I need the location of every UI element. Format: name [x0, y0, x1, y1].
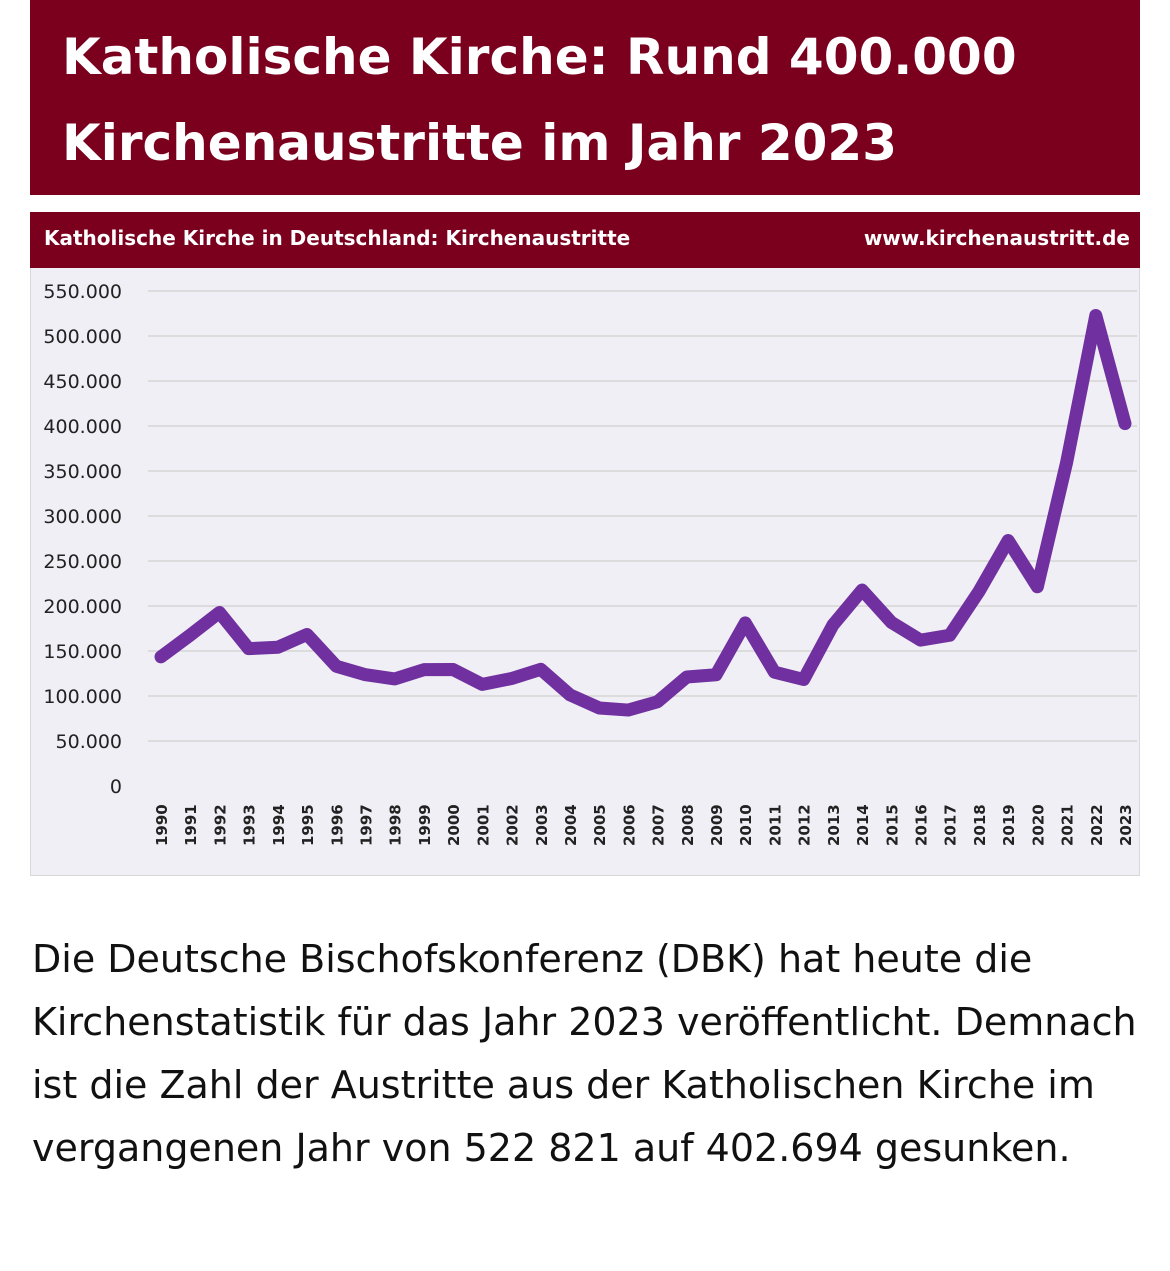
- x-tick-label: 1995: [299, 804, 317, 846]
- data-point-2011: [773, 671, 776, 674]
- x-tick-label: 2004: [562, 804, 580, 846]
- series-line-kirchenaustritte: [154, 308, 1132, 717]
- x-tick-label: 1999: [416, 804, 434, 846]
- article-text: Die Deutsche Bischofskonferenz (DBK) hat…: [32, 937, 1137, 1170]
- data-point-1990: [160, 655, 162, 658]
- data-point-2000: [452, 668, 455, 671]
- y-tick-label: 500.000: [43, 326, 122, 348]
- data-point-1998: [393, 677, 396, 680]
- x-tick-label: 2010: [737, 804, 755, 846]
- x-tick-label: 2014: [854, 804, 872, 846]
- y-tick-label: 0: [110, 776, 122, 798]
- y-tick-label: 400.000: [43, 416, 122, 438]
- y-tick-label: 350.000: [43, 461, 122, 483]
- x-tick-label: 1996: [328, 804, 346, 846]
- data-point-2004: [568, 693, 571, 696]
- data-point-2017: [948, 634, 951, 637]
- x-tick-label: 2021: [1059, 804, 1077, 846]
- y-tick-label: 100.000: [43, 686, 122, 708]
- x-tick-label: 2013: [825, 804, 843, 846]
- data-point-2012: [802, 678, 805, 681]
- data-point-2015: [890, 621, 893, 624]
- x-tick-label: 1994: [270, 804, 288, 846]
- y-tick-label: 550.000: [43, 281, 122, 303]
- data-point-1995: [306, 633, 309, 636]
- x-tick-label: 2022: [1088, 804, 1106, 846]
- x-tick-label: 2001: [474, 804, 492, 846]
- data-point-2010: [744, 621, 747, 624]
- y-tick-label: 450.000: [43, 371, 122, 393]
- x-tick-label: 2009: [708, 804, 726, 846]
- x-tick-label: 1998: [387, 804, 405, 846]
- x-tick-label: 2012: [796, 804, 814, 846]
- x-tick-label: 2016: [913, 804, 931, 846]
- x-tick-label: 2015: [883, 804, 901, 846]
- x-tick-label: 2018: [971, 804, 989, 846]
- x-tick-label: 2007: [650, 804, 668, 846]
- data-point-2005: [598, 706, 601, 709]
- data-point-1993: [247, 647, 250, 650]
- x-tick-label: 2008: [679, 804, 697, 846]
- x-tick-label: 2020: [1029, 804, 1047, 846]
- data-point-2018: [977, 590, 980, 593]
- data-point-2013: [831, 624, 834, 627]
- x-tick-label: 1993: [241, 804, 259, 846]
- data-point-1994: [276, 646, 279, 649]
- data-point-2006: [627, 709, 630, 712]
- data-point-2002: [510, 677, 513, 680]
- x-tick-label: 2000: [445, 804, 463, 846]
- plot-background: [30, 212, 1140, 876]
- data-point-1991: [189, 634, 192, 637]
- chart-source: www.kirchenaustritt.de: [864, 226, 1130, 250]
- x-tick-label: 2019: [1000, 804, 1018, 846]
- data-point-1999: [422, 668, 425, 671]
- data-point-2003: [539, 668, 542, 671]
- data-point-1992: [218, 611, 221, 614]
- chart-title: Katholische Kirche in Deutschland: Kirch…: [44, 226, 630, 250]
- data-point-2008: [685, 675, 688, 678]
- y-tick-label: 300.000: [43, 506, 122, 528]
- headline: Katholische Kirche: Rund 400.000 Kirchen…: [62, 28, 1017, 172]
- chart: Katholische Kirche in Deutschland: Kirch…: [30, 212, 1140, 876]
- x-tick-label: 2003: [533, 804, 551, 846]
- y-tick-label: 250.000: [43, 551, 122, 573]
- x-tick-label: 1991: [182, 804, 200, 846]
- x-tick-label: 1992: [211, 804, 229, 846]
- y-tick-label: 50.000: [56, 731, 122, 753]
- x-tick-label: 2017: [942, 804, 960, 846]
- headline-banner: Katholische Kirche: Rund 400.000 Kirchen…: [30, 0, 1140, 195]
- x-tick-label: 1990: [153, 804, 171, 846]
- data-point-2014: [861, 589, 864, 592]
- x-tick-label: 2006: [620, 804, 638, 846]
- data-point-2007: [656, 700, 659, 703]
- data-point-2019: [1007, 539, 1010, 542]
- data-point-2023: [1124, 422, 1126, 425]
- x-tick-label: 1997: [357, 804, 375, 846]
- data-point-1996: [335, 665, 338, 668]
- data-point-1997: [364, 673, 367, 676]
- data-point-2016: [919, 639, 922, 642]
- y-tick-label: 200.000: [43, 596, 122, 618]
- data-point-2001: [481, 683, 484, 686]
- x-tick-label: 2005: [591, 804, 609, 846]
- data-point-2021: [1065, 461, 1068, 464]
- x-tick-label: 2011: [766, 804, 784, 846]
- data-point-2022: [1094, 314, 1097, 317]
- x-tick-label: 2023: [1117, 804, 1135, 846]
- chart-header-bar: [30, 212, 1140, 268]
- data-point-2009: [715, 673, 718, 676]
- data-point-2020: [1036, 585, 1039, 588]
- x-tick-label: 2002: [504, 804, 522, 846]
- y-tick-label: 150.000: [43, 641, 122, 663]
